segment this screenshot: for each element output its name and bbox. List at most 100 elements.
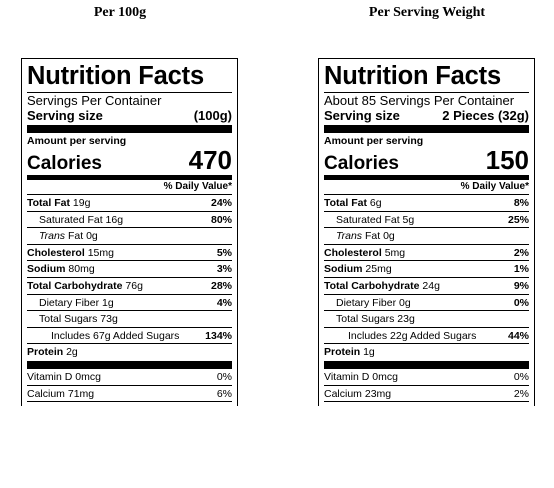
nutrient-name: Vitamin D (27, 370, 73, 383)
nutrient-name: Fat (364, 230, 381, 243)
nutrient-row: Total Carbohydrate 76g 28% (27, 278, 232, 295)
medium-rule (324, 175, 529, 180)
nutrient-row: Total Carbohydrate 24g 9% (324, 278, 529, 295)
daily-value: 80% (210, 213, 232, 226)
nutrient-label: Protein 2g (27, 344, 78, 361)
nutrient-amount: 76g (125, 279, 143, 292)
nutrient-row: Total Sugars 73g (27, 311, 232, 328)
amount-per-serving: Amount per serving (324, 135, 424, 147)
nutrient-row: Iron 0mg 0% (324, 402, 529, 406)
nutrient-name: Total Fat (324, 197, 367, 209)
nutrient-amount: 80mg (68, 263, 95, 276)
serving-size-value: 2 Pieces (32g) (442, 108, 529, 123)
nutrient-row: Sodium 25mg 1% (324, 261, 529, 278)
nutrient-row: Trans Fat 0g (27, 228, 232, 245)
serving-size: Serving size (100g) (27, 108, 232, 123)
nutrient-label: Sodium 25mg (324, 261, 392, 277)
nutrient-amount: 73g (100, 313, 118, 326)
nutrient-amount: 5mg (384, 246, 406, 259)
nutrient-label: Dietary Fiber 0g (336, 295, 411, 311)
nutrient-name: Dietary Fiber (39, 296, 100, 309)
nutrient-row: Saturated Fat 16g 80% (27, 212, 232, 229)
nutrient-row: Protein 1g (324, 344, 529, 361)
thick-rule (27, 360, 232, 369)
servings: Servings Per Container (27, 92, 232, 108)
nutrient-label: Dietary Fiber 1g (39, 295, 114, 311)
serving-size: Serving size 2 Pieces (32g) (324, 108, 529, 123)
daily-value: 2% (513, 387, 529, 400)
nutrient-amount: 0mg (48, 404, 68, 406)
nutrient-amount: 0g (383, 230, 395, 243)
daily-value: 1% (513, 263, 529, 276)
nutrient-row: Vitamin D 0mcg 0% (324, 369, 529, 386)
nutrient-amount: 1g (363, 346, 375, 359)
nutrient-label: Total Sugars 23g (336, 311, 415, 327)
nutrient-name: Iron (324, 404, 342, 406)
nutrient-row: Cholesterol 5mg 2% (324, 245, 529, 262)
nutrient-amount: 23g (397, 313, 415, 326)
thick-rule (27, 125, 232, 133)
nutrient-name: Sodium (324, 263, 363, 276)
nutrient-label: Total Carbohydrate 24g (324, 278, 440, 294)
calories: Calories 470 (27, 147, 232, 174)
label-title: Nutrition Facts (27, 62, 204, 90)
daily-value: 0% (216, 370, 232, 383)
daily-value: 25% (507, 213, 529, 226)
nutrient-row: Calcium 23mg 2% (324, 386, 529, 403)
nutrient-label: Sodium 80mg (27, 261, 95, 277)
nutrient-name: Protein (27, 346, 64, 359)
nutrient-row: Saturated Fat 5g 25% (324, 212, 529, 229)
nutrient-name: Total Sugars (336, 313, 395, 326)
nutrient-label: Protein 1g (324, 344, 375, 361)
nutrient-name: Protein (324, 346, 361, 359)
daily-value: 44% (507, 329, 529, 342)
nutrient-label: Includes 67g Added Sugars (51, 328, 179, 344)
nutrient-row: Protein 2g (27, 344, 232, 361)
nutrient-row: Total Sugars 23g (324, 311, 529, 328)
nutrient-amount: 16g (105, 213, 124, 226)
nutrient-name: Calcium (27, 387, 65, 400)
nutrient-label: Trans Fat 0g (39, 228, 98, 244)
thick-rule (324, 125, 529, 133)
nutrient-row: Includes 22g Added Sugars 44% (324, 328, 529, 345)
nutrient-amount: 2g (66, 346, 78, 359)
servings: About 85 Servings Per Container (324, 92, 529, 108)
nutrient-label: Cholesterol 15mg (27, 245, 114, 261)
nutrient-name: Includes 67g Added Sugars (51, 329, 180, 342)
nutrient-label: Trans Fat 0g (336, 228, 395, 244)
thick-rule (324, 360, 529, 369)
nutrient-name: Vitamin D (324, 370, 370, 383)
serving-size-label: Serving size (27, 108, 103, 123)
nutrient-row: Sodium 80mg 3% (27, 261, 232, 278)
panel-heading: Per 100g (93, 5, 147, 20)
nutrient-name: Iron (27, 404, 45, 406)
daily-value: 9% (513, 279, 529, 292)
daily-value: 0% (217, 402, 232, 406)
nutrient-row: Total Fat 19g 24% (27, 195, 232, 212)
nutrient-name: Sodium (27, 263, 66, 276)
calories-label: Calories (27, 153, 102, 174)
nutrient-name: Cholesterol (27, 246, 85, 259)
daily-value: 4% (216, 296, 232, 309)
nutrient-label: Total Sugars 73g (39, 311, 118, 327)
nutrient-name: Includes 22g Added Sugars (348, 329, 477, 342)
nutrient-amount: 0g (86, 230, 98, 243)
panel-heading: Per Serving Weight (368, 5, 486, 20)
nutrient-name: Calcium (324, 387, 362, 400)
nutrient-amount: 0g (399, 296, 411, 309)
nutrient-name: Total Fat (27, 197, 70, 209)
nutrient-label: Cholesterol 5mg (324, 245, 405, 261)
nutrient-label: Iron 0mg (27, 402, 68, 406)
calories-value: 150 (485, 145, 529, 175)
nutrient-row: Dietary Fiber 1g 4% (27, 295, 232, 312)
nutrient-label: Includes 22g Added Sugars (348, 328, 476, 344)
nutrient-label: Iron 0mg (324, 402, 365, 406)
nutrient-amount: 24g (422, 279, 440, 292)
daily-value: 6% (216, 387, 232, 400)
nutrient-amount: 0mcg (75, 370, 101, 383)
nutrient-name: Fat (67, 230, 84, 243)
daily-value-header: % Daily Value* (27, 180, 232, 195)
nutrient-label: Total Carbohydrate 76g (27, 278, 143, 294)
calories-label: Calories (324, 153, 399, 174)
daily-value: 24% (210, 197, 232, 209)
